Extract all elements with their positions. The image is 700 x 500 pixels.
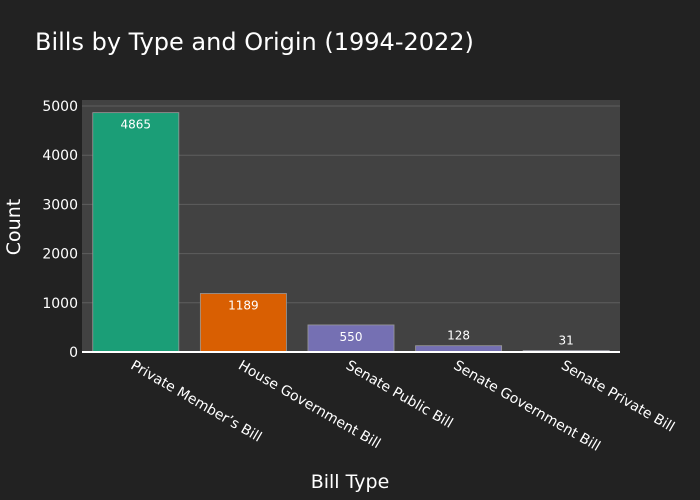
chart-title: Bills by Type and Origin (1994-2022) <box>35 28 474 56</box>
y-ticks: 0 1000 2000 3000 4000 5000 <box>42 99 78 361</box>
bar <box>199 293 287 353</box>
y-axis-title: Count <box>3 199 25 255</box>
data-label: 1189 <box>228 299 259 313</box>
y-tick-label: 0 <box>69 345 78 361</box>
y-tick-label: 1000 <box>42 296 78 312</box>
bar <box>307 324 395 353</box>
y-tick-label: 5000 <box>42 99 78 115</box>
x-tick-label: Senate Private Bill <box>558 358 677 436</box>
x-axis-title: Bill Type <box>311 471 390 493</box>
data-label: 550 <box>340 330 363 344</box>
data-label: 4865 <box>121 118 152 132</box>
x-tick-label: Senate Public Bill <box>343 358 456 432</box>
y-tick-label: 4000 <box>42 148 78 164</box>
y-tick-label: 2000 <box>42 247 78 263</box>
y-tick-label: 3000 <box>42 197 78 213</box>
data-label: 31 <box>559 333 574 347</box>
data-label: 128 <box>447 329 470 343</box>
bar <box>92 112 180 353</box>
bars-group: 4865 1189 550 128 31 <box>92 112 610 353</box>
